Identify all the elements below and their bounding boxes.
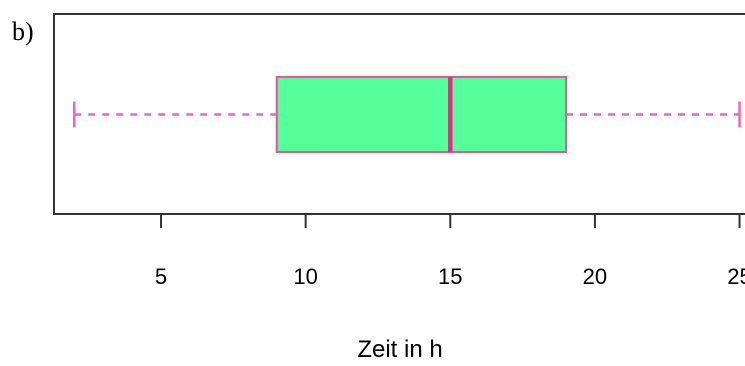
x-tick-label: 5 <box>155 264 167 289</box>
x-tick-label: 15 <box>438 264 462 289</box>
panel-label: b) <box>12 17 34 46</box>
boxplot-layer <box>72 76 741 153</box>
iqr-box <box>275 76 567 153</box>
x-tick-label: 10 <box>293 264 317 289</box>
x-tick-label: 20 <box>583 264 607 289</box>
x-axis-title: Zeit in h <box>357 336 442 363</box>
x-tick-label: 25 <box>727 264 745 289</box>
x-axis-ticks: 5 10 15 20 25 <box>155 214 745 289</box>
